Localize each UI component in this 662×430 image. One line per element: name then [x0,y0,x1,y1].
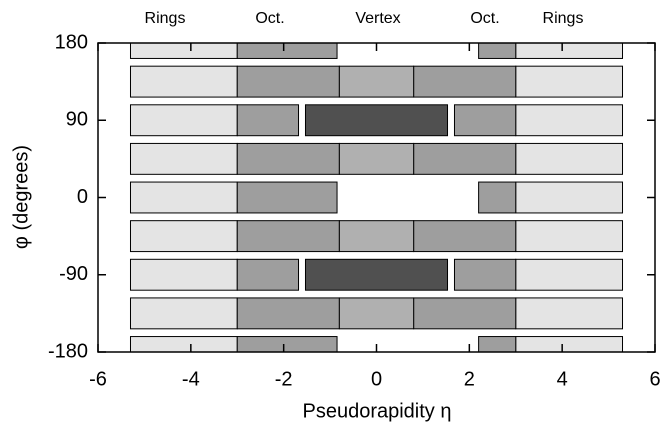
detector-region [413,65,517,98]
y-tick-label: 0 [77,186,88,208]
annotation: Vertex [355,10,400,27]
detector-region [236,104,300,137]
x-tick-label: 2 [464,368,475,390]
detector-region [453,258,517,291]
annotation: Rings [145,10,186,27]
x-tick-label: -6 [89,368,107,390]
x-tick-label: 4 [557,368,568,390]
detector-region [304,104,449,137]
detector-region [338,220,415,253]
detector-region [515,104,624,137]
detector-region [515,297,624,330]
x-tick-label: 0 [371,368,382,390]
detector-region [515,65,624,98]
detector-region [515,220,624,253]
detector-region [129,142,238,175]
detector-region [236,142,340,175]
detector-region [236,336,338,353]
detector-region [236,297,340,330]
x-tick-label: -2 [275,368,293,390]
y-tick-label: -180 [48,340,88,362]
detector-region [515,42,624,59]
y-tick-label: 180 [55,31,88,53]
detector-region [478,42,517,59]
detector-region [515,142,624,175]
annotation: Oct. [255,10,284,27]
detector-region [236,181,338,214]
detector-region [129,297,238,330]
detector-region [413,297,517,330]
detector-region [338,65,415,98]
detector-region [304,258,449,291]
x-tick-label: 6 [649,368,660,390]
x-tick-label: -4 [182,368,200,390]
detector-region [236,65,340,98]
y-axis-label: φ (degrees) [10,145,32,249]
y-tick-label: 90 [66,109,88,131]
detector-region [129,42,238,59]
detector-region [236,220,340,253]
detector-region [478,336,517,353]
detector-region [413,220,517,253]
detector-region [129,220,238,253]
detector-region [338,297,415,330]
detector-region [129,65,238,98]
detector-region [515,258,624,291]
detector-region [236,258,300,291]
x-axis-label: Pseudorapidity η [303,400,452,422]
annotation: Rings [543,10,584,27]
y-tick-label: -90 [59,263,88,285]
detector-region [413,142,517,175]
detector-region [236,42,338,59]
detector-region [515,336,624,353]
detector-region [338,142,415,175]
detector-region [129,104,238,137]
annotation: Oct. [470,10,499,27]
detector-region [478,181,517,214]
detector-region [453,104,517,137]
detector-region [129,181,238,214]
detector-region [515,181,624,214]
detector-region [129,258,238,291]
detector-region [129,336,238,353]
